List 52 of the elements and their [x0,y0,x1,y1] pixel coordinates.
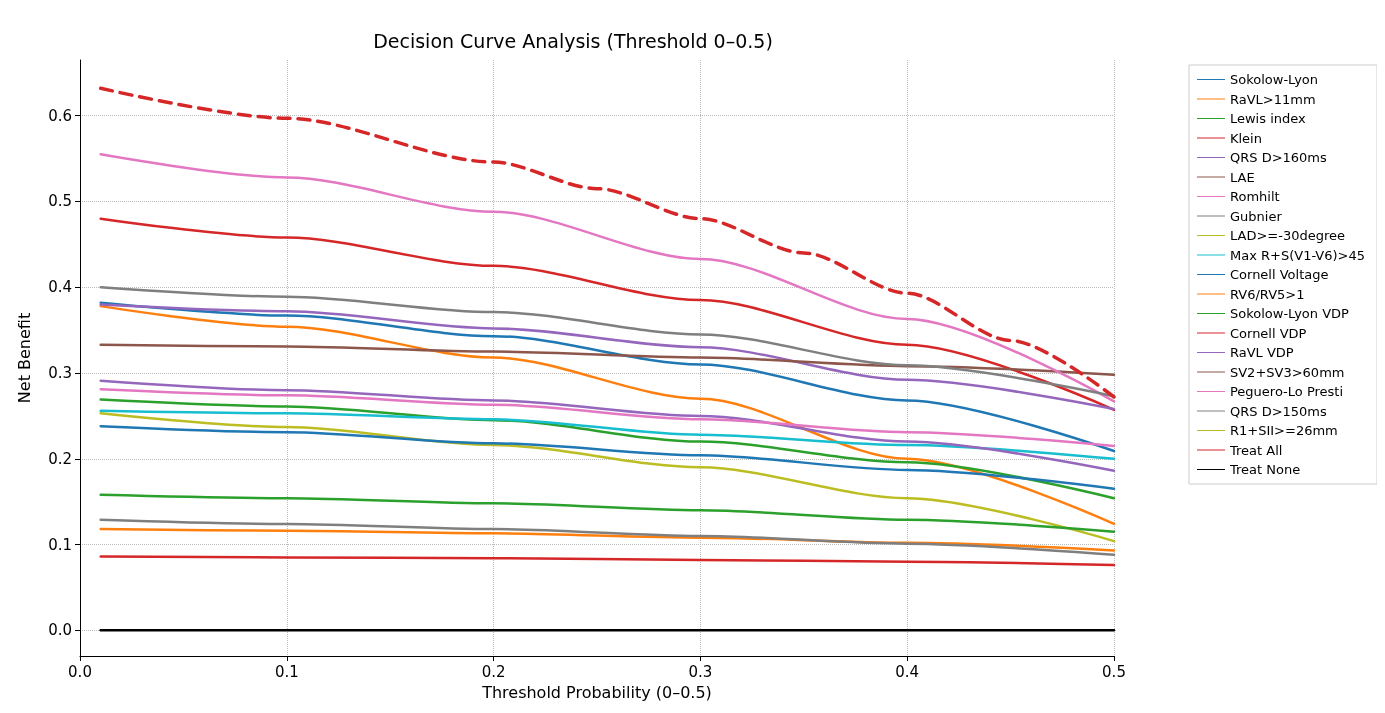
legend-label: LAD>=-30degree [1229,228,1346,243]
legend-label: Sokolow-Lyon VDP [1229,306,1350,321]
y-tick-label: 0.1 [48,535,72,554]
line-series [99,304,1116,526]
y-tick-label: 0.5 [48,192,72,211]
y-tick-label: 0.6 [48,106,72,125]
legend-label: QRS D>160ms [1229,150,1328,165]
line-series [99,412,1116,543]
legend-label: Peguero-Lo Presti [1229,384,1344,399]
y-tick-label: 0.0 [48,621,72,640]
legend-label: Romhilt [1229,189,1280,204]
y-tick-label: 0.4 [48,278,72,297]
legend-label: RaVL VDP [1229,345,1294,360]
legend-label: RaVL>11mm [1229,91,1316,107]
line-series [99,388,1116,448]
x-tick-label: 0.2 [481,662,506,681]
legend-label: RV6/RV5>1 [1229,286,1305,302]
x-axis-title: Threshold Probability (0–0.5) [481,682,712,702]
line-series [99,518,1116,557]
line-series [99,555,1116,567]
legend-label: Max R+S(V1-V6)>45 [1229,247,1366,263]
line-series [99,379,1116,473]
line-series [99,301,1116,453]
x-tick-label: 0.3 [688,662,713,681]
line-series [99,409,1116,461]
y-tick-label: 0.3 [48,364,72,383]
chart-title: Decision Curve Analysis (Threshold 0–0.5) [373,29,773,52]
y-axis-title: Net Benefit [14,312,34,404]
line-series [99,493,1116,533]
y-tick-label: 0.2 [48,449,72,468]
legend-label: Cornell VDP [1229,325,1307,341]
legend-label: Treat None [1228,462,1301,477]
line-series [98,86,1116,399]
line-series [99,303,1116,411]
legend-label: Klein [1229,130,1262,146]
legend-label: Cornell Voltage [1229,267,1329,282]
line-series [99,217,1116,412]
legend-label: Treat All [1228,442,1283,458]
legend-label: R1+SII>=26mm [1229,423,1338,438]
line-series [99,153,1116,403]
line-series [99,343,1116,376]
legend-label: Lewis index [1229,111,1307,126]
x-tick-label: 0.5 [1102,662,1126,681]
x-tick-label: 0.1 [274,662,299,681]
legend-label: Sokolow-Lyon [1229,72,1319,87]
x-tick-label: 0.4 [895,662,920,681]
x-tick-label: 0.0 [68,662,92,681]
legend-label: LAE [1229,169,1255,185]
legend-label: SV2+SV3>60mm [1229,364,1345,380]
legend-label: Gubnier [1229,208,1283,224]
line-series [99,424,1116,491]
legend-label: QRS D>150ms [1229,403,1328,419]
